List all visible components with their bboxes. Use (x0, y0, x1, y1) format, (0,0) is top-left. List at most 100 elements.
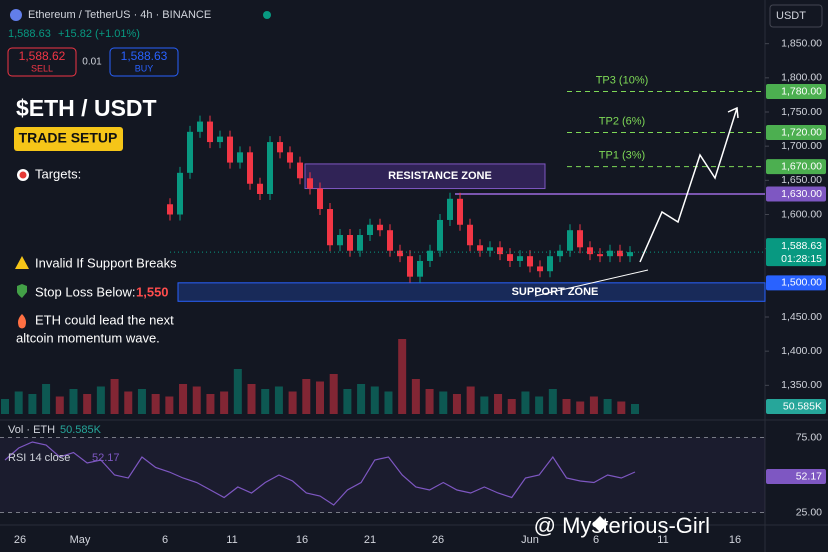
volume-bar (329, 374, 338, 414)
candle (177, 172, 183, 215)
support-label: SUPPORT ZONE (512, 286, 599, 298)
sell-label[interactable]: SELL (31, 63, 53, 73)
resistance-label: RESISTANCE ZONE (388, 170, 492, 182)
volume-bar (480, 396, 489, 414)
y-tick-label: 1,650.00 (781, 174, 822, 186)
buy-price[interactable]: 1,588.63 (121, 49, 168, 63)
x-tick-label: 6 (593, 534, 599, 546)
volume-bar (576, 401, 585, 414)
volume-bar (494, 394, 503, 414)
rsi-tick-label: 75.00 (796, 431, 822, 443)
currency-button[interactable] (769, 4, 823, 28)
volume-value: 50.585K (60, 424, 102, 436)
candle (407, 256, 413, 277)
candle (217, 136, 223, 143)
x-tick-label: 16 (729, 534, 741, 546)
badge (14, 127, 123, 151)
volume-bar (384, 391, 393, 414)
candle (227, 136, 233, 163)
volume-bar (425, 389, 434, 414)
volume-bar (220, 391, 229, 414)
sell-button[interactable] (7, 47, 77, 77)
status-dot (263, 11, 271, 19)
setup-title: $ETH / USDT (16, 95, 157, 121)
volume-bar (192, 386, 201, 414)
candle (417, 260, 423, 277)
candle (367, 224, 373, 235)
candle (547, 256, 553, 272)
candle (337, 235, 343, 246)
volume-label: Vol · ETH (8, 424, 55, 436)
sell-price[interactable]: 1,588.62 (19, 49, 66, 63)
volume-bar (206, 394, 215, 414)
candle (427, 250, 433, 261)
currency[interactable]: USDT (776, 10, 806, 22)
candle (197, 121, 203, 132)
candle (397, 250, 403, 257)
volume-bar (548, 389, 557, 414)
volume-bar (55, 396, 64, 414)
warning-icon (15, 256, 29, 269)
target-tag (766, 125, 826, 140)
resistance-zone (304, 163, 546, 190)
volume-bar (69, 389, 78, 414)
symbol: Ethereum / TetherUS · 4h · BINANCE (28, 9, 211, 21)
target-name: TP3 (10%) (596, 74, 649, 86)
volume-bar (83, 394, 92, 414)
volume-bar (1, 399, 9, 414)
x-tick-label: 26 (432, 534, 444, 546)
candle (607, 250, 613, 257)
x-tick-label: 16 (296, 534, 308, 546)
volume-tag (766, 399, 826, 414)
volume-bar (316, 381, 324, 414)
candle (587, 247, 593, 255)
target-name: TP1 (3%) (599, 150, 645, 162)
y-tick-label: 1,800.00 (781, 72, 822, 84)
volume-bar (466, 386, 475, 414)
candle (467, 224, 473, 246)
volume-bar (439, 391, 448, 414)
support-tag (766, 275, 826, 291)
candle (557, 250, 563, 257)
candle (517, 256, 523, 261)
candle (627, 252, 633, 257)
volume-tag-label: 50.585K (783, 400, 822, 412)
candle (487, 247, 493, 251)
buy-label[interactable]: BUY (135, 63, 154, 73)
y-tick-label: 1,700.00 (781, 140, 822, 152)
badge-text: TRADE SETUP (19, 130, 118, 146)
target-tag-label: 1,670.00 (781, 160, 822, 172)
volume-bar (631, 404, 639, 414)
volume-bar (521, 391, 530, 414)
note: altcoin momentum wave. (16, 330, 160, 345)
candle (187, 131, 193, 173)
resistance-tag-label: 1,630.00 (781, 188, 822, 200)
y-tick-label: 1,600.00 (781, 208, 822, 220)
chart: 1,350.001,400.001,450.001,550.001,600.00… (0, 37, 826, 546)
stop-label: Stop Loss Below: (35, 284, 135, 299)
stop-value: 1,550 (136, 284, 169, 299)
volume-bar (288, 391, 297, 414)
candle (257, 183, 263, 194)
y-tick-label: 1,400.00 (781, 345, 822, 357)
candle (207, 121, 213, 143)
volume-bar (343, 389, 352, 414)
volume-bar (507, 399, 516, 414)
candle (577, 230, 583, 248)
invalid: Invalid If Support Breaks (35, 255, 177, 270)
support-zone (177, 282, 766, 302)
watermark: @ Mysterious-Girl (534, 513, 710, 538)
volume-bar (247, 384, 256, 414)
x-tick-label: 21 (364, 534, 376, 546)
y-tick-label: 1,450.00 (781, 311, 822, 323)
buy-button[interactable] (109, 47, 179, 77)
volume-bar (562, 399, 571, 414)
volume-bar (411, 379, 420, 414)
candle (527, 256, 533, 267)
x-tick-label: 11 (657, 534, 668, 546)
rsi-tag-label: 52.17 (796, 470, 822, 482)
candle (567, 230, 573, 251)
candle (317, 188, 323, 210)
volume-bar (452, 394, 461, 414)
